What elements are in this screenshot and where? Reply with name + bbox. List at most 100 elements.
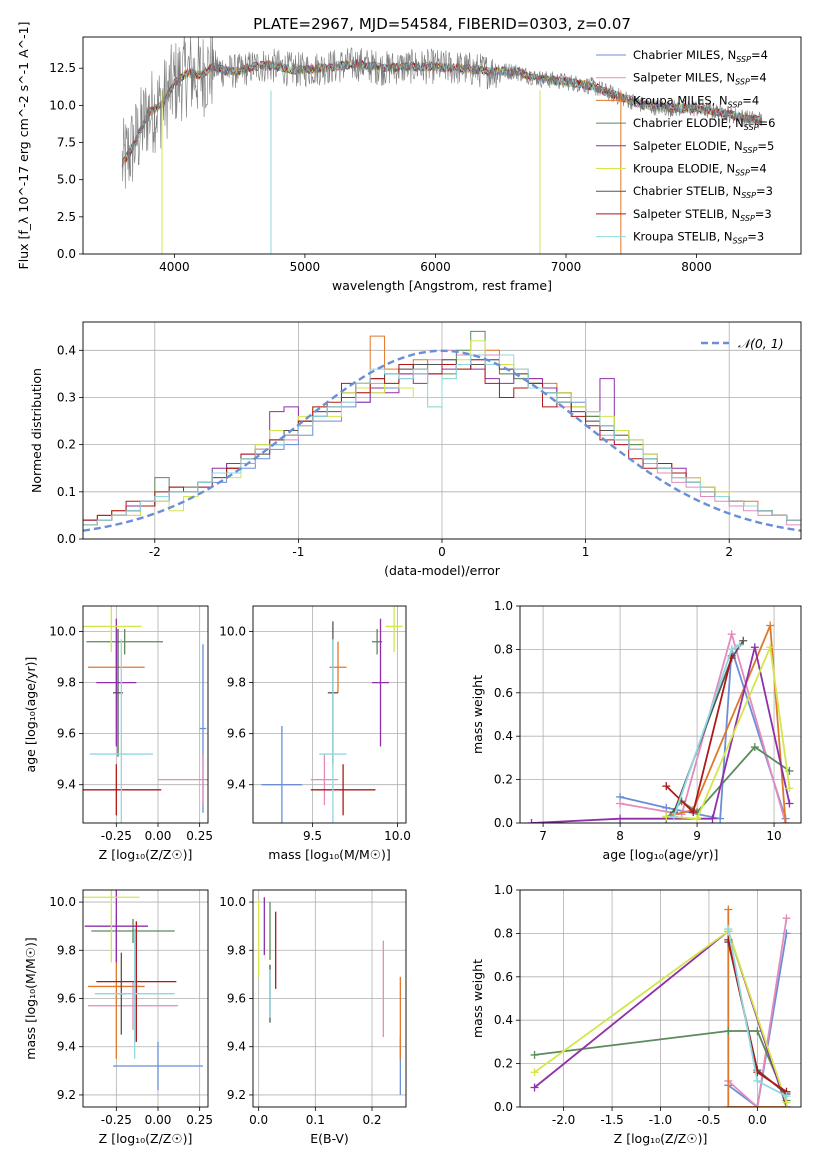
series-marker	[750, 643, 759, 652]
x-tick-label: 1	[582, 545, 590, 559]
normal-reference-curve	[83, 349, 801, 532]
y-axis-label: mass weight	[470, 675, 485, 754]
y-tick-label: 0.6	[494, 686, 513, 700]
y-axis-label: mass weight	[470, 959, 485, 1038]
y-tick-label: 9.4	[227, 1040, 246, 1054]
axes-frame	[82, 889, 209, 1108]
axes-frame	[252, 605, 407, 824]
mass-weight-series-line	[727, 909, 787, 1107]
x-tick-label: 10.0	[384, 829, 411, 843]
weight-vs-Z-grid	[520, 889, 801, 1108]
x-tick-label: 8000	[681, 260, 712, 274]
mass-vs-Z-grid	[83, 890, 208, 1107]
mass-vs-ebv-grid	[253, 890, 406, 1107]
x-tick-label: 0.1	[306, 1113, 325, 1127]
x-axis-label: Z [log₁₀(Z/Z☉)]	[99, 847, 193, 862]
series-marker	[662, 782, 671, 791]
y-tick-label: 0.2	[57, 438, 76, 452]
series-marker	[735, 641, 744, 650]
y-tick-label: 1.0	[494, 599, 513, 613]
series-marker	[727, 630, 736, 639]
series-marker	[530, 1050, 539, 1059]
age-vs-mass-panel: 9.5 10.0 9.4 9.6 9.8 10.0 mass [log₁₀(M/M☉)]	[219, 605, 411, 862]
axes-frame	[252, 889, 407, 1108]
y-axis-label: Normed distribution	[29, 368, 44, 493]
y-tick-label: 9.4	[57, 1040, 76, 1054]
x-tick-label: 0.0	[748, 1113, 767, 1127]
weight-vs-age-grid	[520, 605, 801, 824]
y-tick-label: 0.4	[494, 1013, 513, 1027]
age-vs-mass-plot-area	[261, 606, 403, 823]
y-tick-label: 9.6	[227, 992, 246, 1006]
observed-spectrum-line	[121, 37, 763, 189]
x-tick-label: 0.25	[186, 1113, 213, 1127]
series-marker	[782, 914, 791, 923]
y-tick-label: 9.2	[227, 1088, 246, 1102]
histogram-step-line	[83, 359, 801, 521]
legend-entry: 𝒩(0, 1)	[738, 336, 784, 351]
mass-vs-ebv-plot-area	[258, 897, 401, 1095]
series-marker	[662, 812, 671, 821]
y-tick-label: 9.8	[227, 676, 246, 690]
series-marker	[766, 621, 775, 630]
error-bar-point	[329, 641, 347, 693]
y-tick-label: 0.1	[57, 485, 76, 499]
error-bar-point	[91, 918, 175, 944]
weight-vs-Z-panel: -2.0 -1.5 -1.0 -0.5 0.0 0.0 0.2 0.4 0.6 0.8 1.0 Z […	[470, 883, 802, 1146]
x-axis-label: (data-model)/error	[384, 563, 501, 578]
x-tick-label: 10	[766, 829, 781, 843]
mass-weight-series-line	[619, 630, 787, 823]
residual-histogram-panel: -2 -1 0 1 2 0.0 0.1 0.2 0.3 0.4 (data-model)/error…	[29, 321, 802, 578]
figure-title: PLATE=2967, MJD=54584, FIBERID=0303, z=0…	[253, 15, 631, 33]
y-tick-label: 0.8	[494, 642, 513, 656]
series-marker	[785, 799, 794, 808]
legend-entry: Kroupa STELIB, NSSP=3	[633, 230, 764, 246]
series-marker	[753, 1027, 762, 1036]
error-bar-point	[96, 618, 137, 747]
series-marker	[750, 743, 759, 752]
y-tick-label: 9.2	[57, 1088, 76, 1102]
x-tick-label: 0	[438, 545, 446, 559]
series-marker	[781, 819, 790, 823]
series-marker	[724, 1027, 733, 1036]
error-bar-point	[261, 725, 303, 823]
y-tick-label: 0.2	[494, 773, 513, 787]
series-marker	[616, 814, 625, 823]
x-tick-label: -2	[149, 545, 161, 559]
y-tick-label: 9.8	[227, 943, 246, 957]
mass-vs-Z-panel: -0.25 0.00 0.25 9.2 9.4 9.6 9.8 10.0 Z [log₁₀(Z/…	[23, 889, 213, 1146]
y-tick-label: 5.0	[57, 173, 76, 187]
mass-vs-Z-plot-area	[83, 890, 203, 1091]
error-bar-point	[372, 618, 389, 747]
x-axis-label: Z [log₁₀(Z/Z☉)]	[614, 1131, 708, 1146]
y-axis-label: Flux [f_λ 10^-17 erg cm^-2 s^-1 A^-1]	[16, 22, 31, 270]
x-axis-label: age [log₁₀(age/yr)]	[603, 847, 719, 862]
series-marker	[785, 784, 794, 793]
y-axis-label: mass [log₁₀(M/M☉)]	[23, 937, 38, 1059]
y-tick-label: 9.6	[57, 992, 76, 1006]
error-bar-point	[310, 764, 376, 816]
y-tick-label: 0.2	[494, 1057, 513, 1071]
series-marker	[782, 1092, 791, 1101]
spectrum-legend: Chabrier MILES, NSSP=4 Salpeter MILES, NS…	[596, 48, 775, 246]
x-tick-label: 9	[693, 829, 701, 843]
series-marker	[753, 1103, 762, 1107]
axes-frame	[82, 321, 802, 540]
series-marker	[727, 645, 736, 654]
mass-weight-series-line	[666, 625, 787, 823]
y-tick-label: 0.0	[494, 1100, 513, 1114]
y-tick-label: 0.0	[494, 816, 513, 830]
y-tick-label: 10.0	[49, 895, 76, 909]
series-marker	[689, 808, 698, 817]
series-marker	[616, 799, 625, 808]
error-bar-point	[84, 890, 148, 963]
error-bar-point	[310, 754, 338, 806]
x-tick-label: 2	[725, 545, 733, 559]
series-marker	[724, 1103, 733, 1107]
age-vs-Z-panel: -0.25 0.00 0.25 9.4 9.6 9.8 10.0 Z [log₁₀(Z/Z☉)…	[23, 605, 213, 862]
series-marker	[724, 925, 733, 934]
spectrum-plot-area	[121, 37, 763, 254]
x-tick-label: -2.0	[552, 1113, 575, 1127]
mass-weight-series-line	[727, 918, 788, 1107]
